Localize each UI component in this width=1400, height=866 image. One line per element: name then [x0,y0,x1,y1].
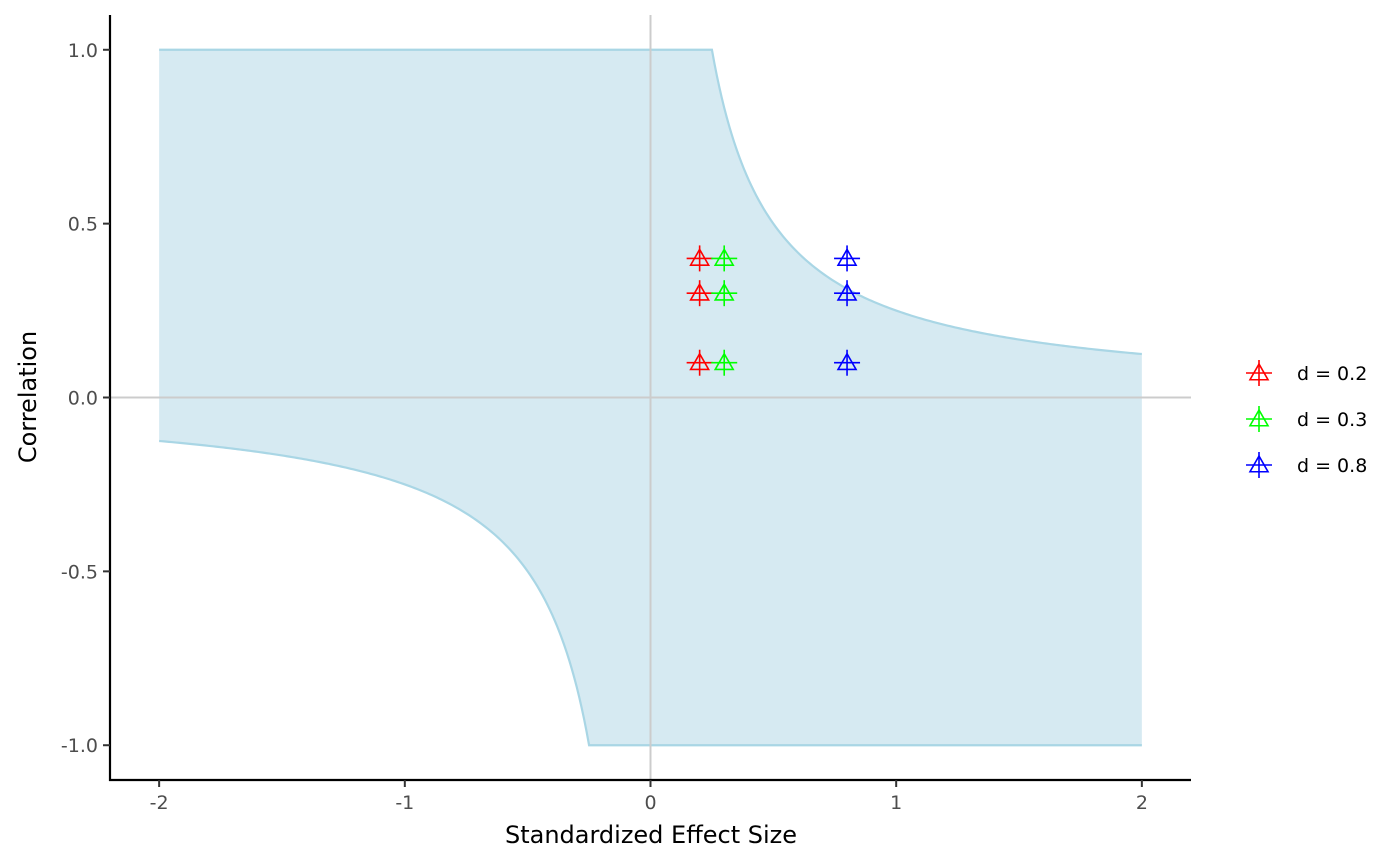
y-tick-label: 1.0 [68,40,98,62]
data-point [711,349,738,376]
x-tick-label: 1 [890,792,902,814]
x-tick-label: -2 [150,792,169,814]
y-tick-label: -1.0 [61,735,98,757]
data-point [686,280,713,307]
y-axis-title: Correlation [14,331,42,463]
legend-label: d = 0.3 [1297,409,1367,431]
y-tick-label: -0.5 [61,561,98,583]
legend-key [1246,406,1272,432]
x-tick-label: 2 [1136,792,1148,814]
legend-key [1246,360,1272,386]
data-point [834,245,861,272]
x-axis-title: Standardized Effect Size [505,821,797,849]
y-tick-label: 0.5 [68,214,98,236]
data-point [686,349,713,376]
x-tick-label: -1 [395,792,414,814]
data-point [711,280,738,307]
data-point [834,349,861,376]
legend-label: d = 0.8 [1297,455,1367,477]
legend-key [1246,452,1272,478]
legend: d = 0.2 d = 0.3 d = 0.8 [1246,360,1367,478]
data-point [686,245,713,272]
legend-label: d = 0.2 [1297,363,1367,385]
reference-lines [110,15,1191,780]
y-tick-label: 0.0 [68,388,98,410]
data-point [834,280,861,307]
data-points [686,245,861,376]
data-point [711,245,738,272]
x-tick-label: 0 [644,792,656,814]
axes: -2 -1 0 1 2 1.0 0.5 0.0 -0.5 -1.0 [61,15,1191,814]
